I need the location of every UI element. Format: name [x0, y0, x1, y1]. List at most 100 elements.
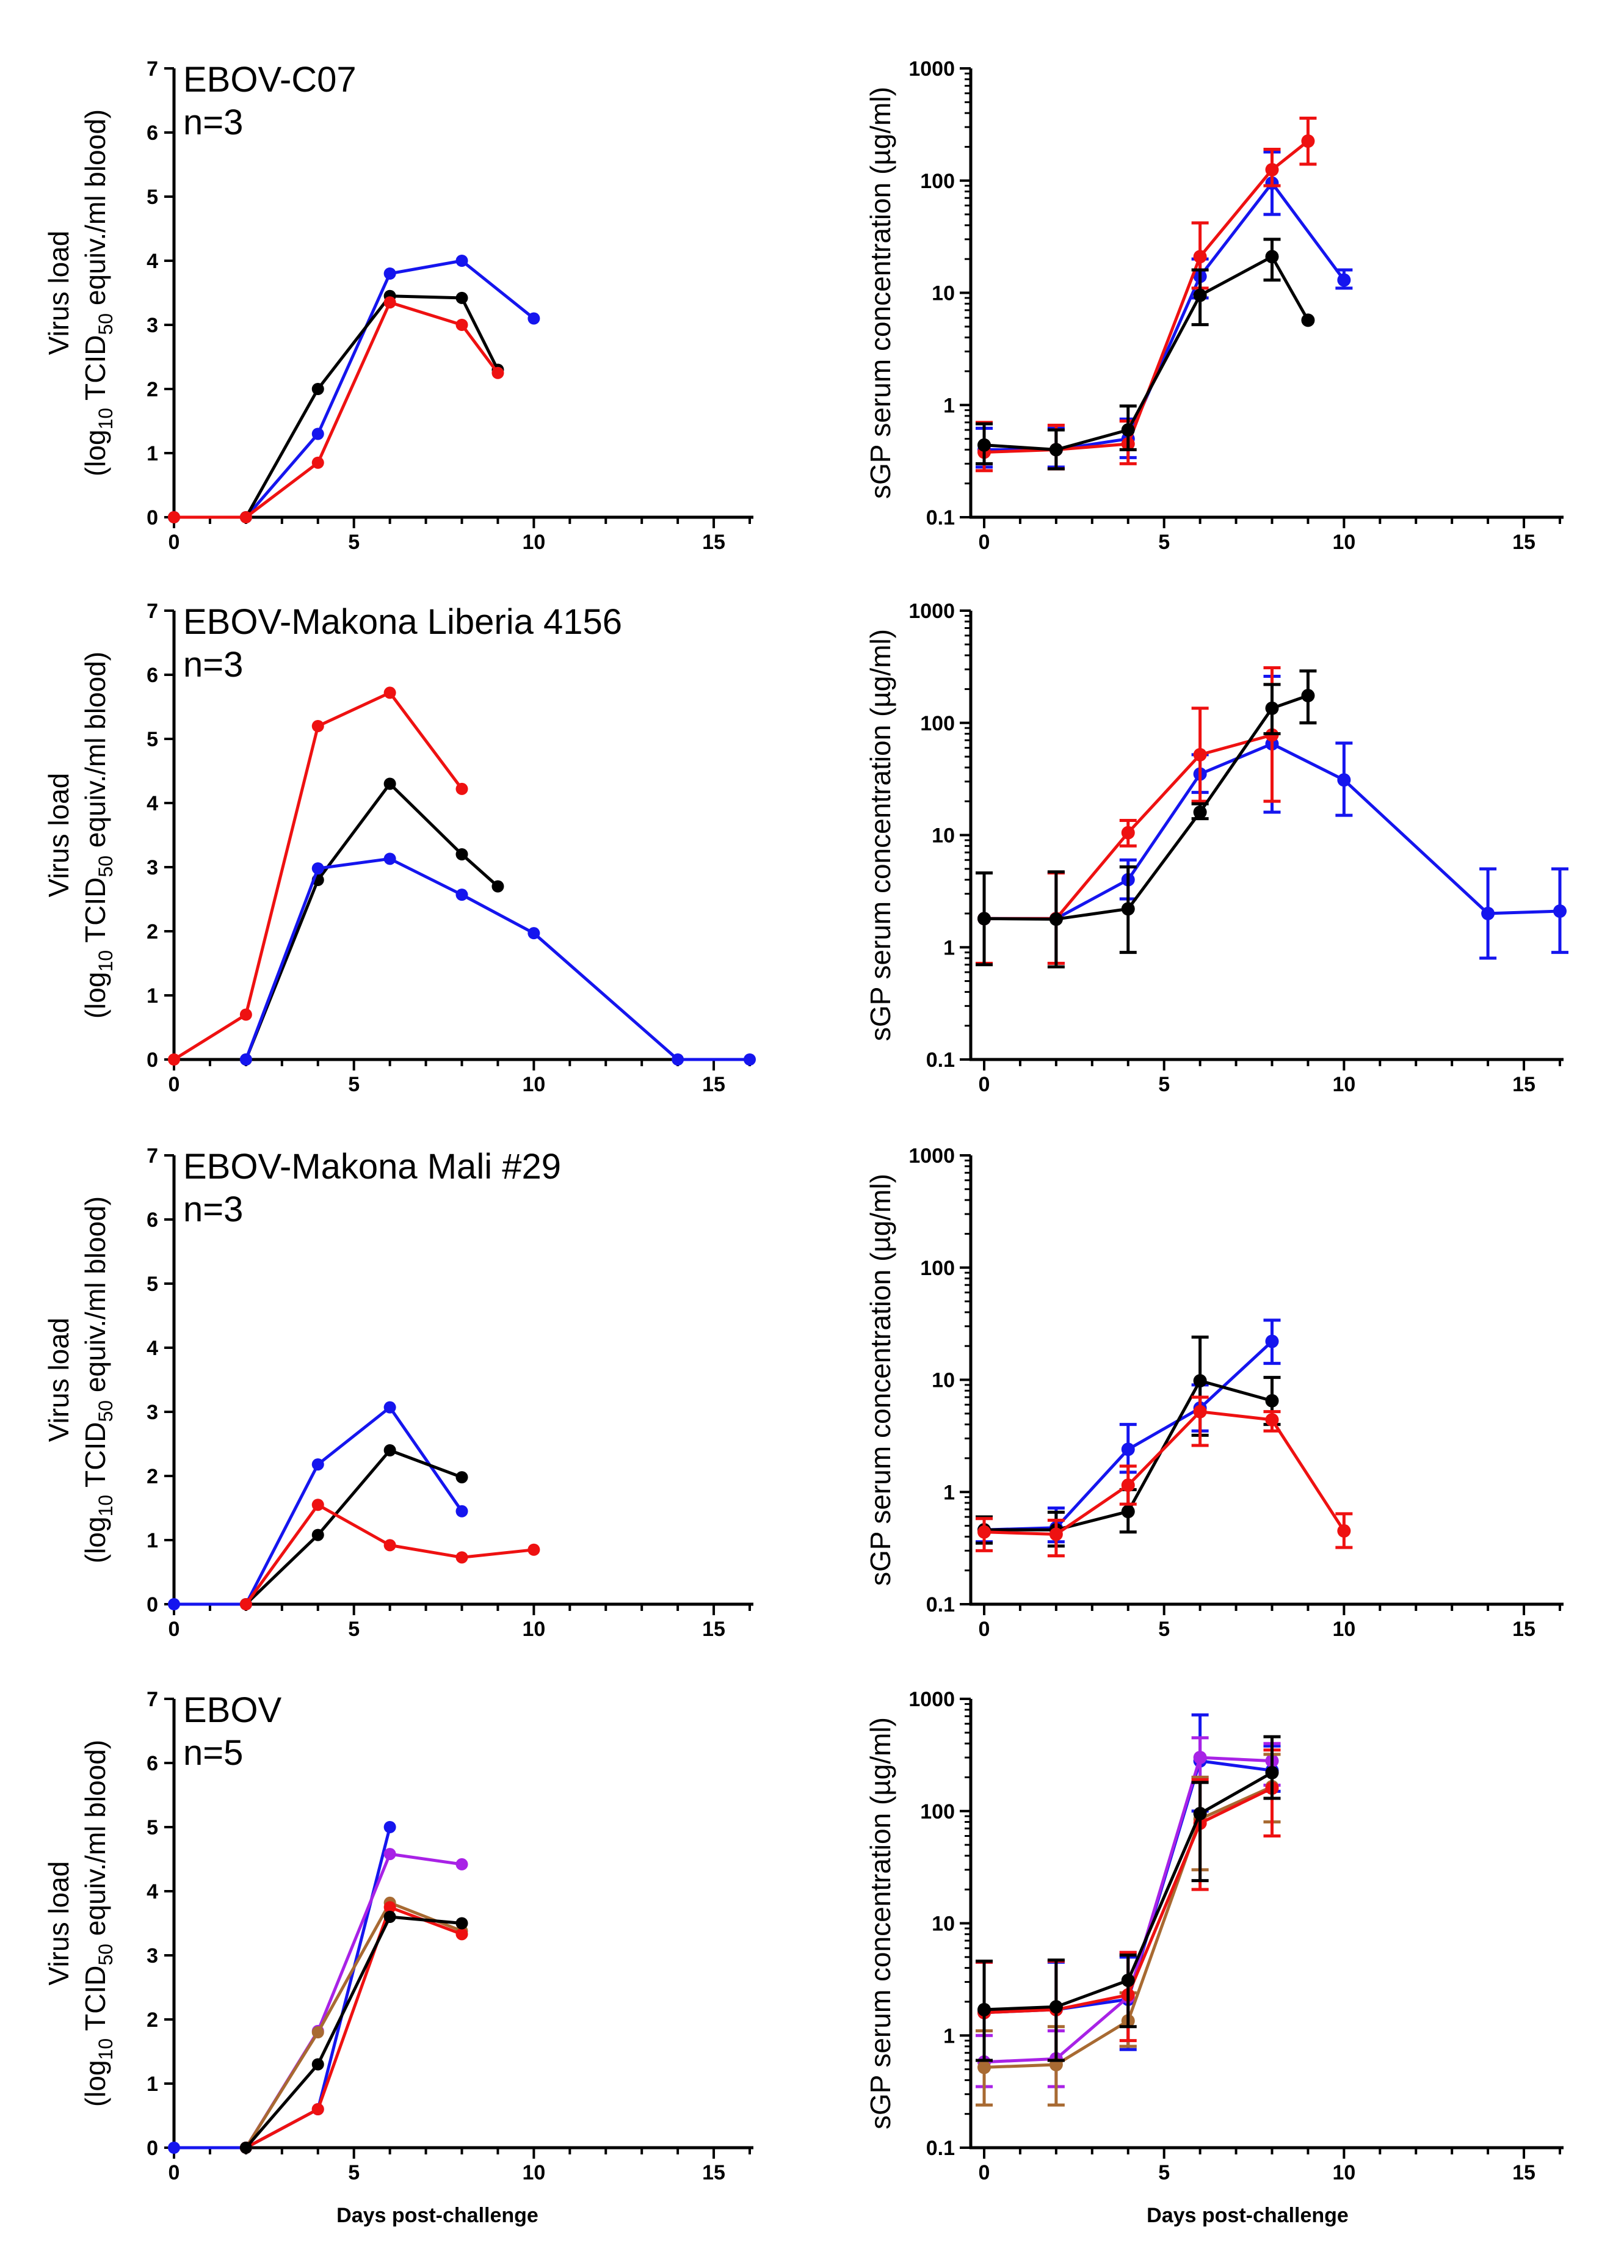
- data-point: [1301, 134, 1315, 148]
- y-tick-label: 6: [147, 1752, 158, 1775]
- ylabel-part: (log: [79, 1516, 111, 1563]
- data-point: [383, 1821, 396, 1833]
- y-axis-label-line1: Virus load: [43, 1318, 74, 1442]
- y-tick-label: 1000: [908, 1144, 955, 1168]
- x-tick-label: 15: [1512, 1618, 1535, 1641]
- x-tick-label: 5: [1158, 1073, 1170, 1096]
- data-point: [168, 511, 180, 523]
- y-tick-label: 0.1: [926, 1593, 955, 1616]
- y-tick-label: 7: [147, 1144, 158, 1168]
- data-point: [455, 319, 468, 331]
- panel-title: EBOV-Makona Mali #29: [183, 1147, 561, 1187]
- data-point: [527, 927, 540, 940]
- data-point: [977, 438, 991, 452]
- data-point: [311, 383, 324, 395]
- series-red: [976, 117, 1317, 473]
- y-axis-label: sGP serum concentration (µg/ml): [865, 629, 896, 1041]
- data-point: [1121, 1973, 1135, 1987]
- data-point: [311, 1499, 324, 1511]
- data-point: [1121, 423, 1135, 437]
- ylabel-part: equiv./ml blood): [79, 1196, 111, 1400]
- y-axis-label-line2: (log10 TCID50 equiv./ml blood): [79, 1740, 117, 2107]
- ylabel-subscript: 50: [95, 856, 117, 878]
- ylabel-part: (log: [79, 429, 111, 476]
- y-axis-label-line1: Virus load: [43, 773, 74, 898]
- y-tick-label: 10: [932, 1369, 955, 1392]
- x-tick-label: 5: [1158, 1618, 1170, 1641]
- ylabel-part: equiv./ml blood): [79, 1740, 111, 1944]
- series-red: [239, 1499, 540, 1610]
- series-purple: [239, 1848, 468, 2154]
- y-tick-label: 1000: [908, 600, 955, 623]
- data-point: [239, 1008, 252, 1021]
- ylabel-part: TCID: [79, 878, 111, 950]
- data-point: [311, 456, 324, 469]
- x-tick-label: 15: [1512, 2161, 1535, 2184]
- y-tick-label: 7: [147, 57, 158, 81]
- y-tick-label: 6: [147, 122, 158, 145]
- data-point: [311, 1528, 324, 1541]
- y-tick-label: 10: [932, 1913, 955, 1936]
- data-point: [1481, 906, 1495, 920]
- data-point: [1301, 689, 1315, 703]
- data-point: [1193, 1405, 1207, 1419]
- ylabel-part: TCID: [79, 1422, 111, 1495]
- data-point: [1265, 250, 1279, 264]
- data-point: [311, 2058, 324, 2071]
- data-point: [1553, 904, 1567, 918]
- data-point: [168, 2142, 180, 2154]
- data-point: [1265, 701, 1279, 715]
- y-tick-label: 3: [147, 1944, 158, 1968]
- y-tick-label: 1: [943, 1481, 955, 1504]
- x-tick-label: 10: [1332, 1073, 1355, 1096]
- y-tick-label: 7: [147, 1688, 158, 1711]
- ylabel-part: (log: [79, 2060, 111, 2107]
- series-line-blue: [174, 259, 535, 519]
- series-line-blue: [174, 1826, 392, 2150]
- x-tick-label: 15: [1512, 531, 1535, 554]
- y-tick-label: 0: [147, 1049, 158, 1072]
- data-point: [455, 291, 468, 304]
- x-tick-label: 10: [522, 2161, 545, 2184]
- data-point: [383, 777, 396, 790]
- data-point: [1049, 912, 1063, 926]
- ylabel-subscript: 10: [95, 408, 117, 430]
- y-tick-label: 10: [932, 282, 955, 305]
- data-point: [977, 2002, 991, 2016]
- data-point: [1121, 902, 1135, 916]
- data-point: [168, 1598, 180, 1610]
- data-point: [383, 1901, 396, 1914]
- y-axis-label: sGP serum concentration (µg/ml): [865, 87, 896, 499]
- series-blue: [168, 1401, 468, 1610]
- x-tick-label: 5: [348, 531, 360, 554]
- data-point: [1337, 1524, 1351, 1538]
- y-tick-label: 6: [147, 1209, 158, 1232]
- y-tick-label: 5: [147, 1273, 158, 1296]
- y-tick-label: 1: [943, 2024, 955, 2048]
- y-tick-label: 6: [147, 664, 158, 687]
- panel-subtitle: n=3: [183, 1190, 243, 1229]
- data-point: [1193, 1374, 1207, 1388]
- x-tick-label: 5: [348, 2161, 360, 2184]
- data-point: [1337, 773, 1351, 787]
- series-line-black: [984, 694, 1309, 921]
- panel-title: EBOV-C07: [183, 60, 357, 100]
- data-point: [383, 686, 396, 699]
- x-tick-label: 0: [169, 2161, 180, 2184]
- data-point: [1193, 805, 1207, 819]
- x-tick-label: 5: [1158, 531, 1170, 554]
- series-black: [976, 238, 1315, 471]
- x-tick-label: 0: [979, 1073, 990, 1096]
- data-point: [168, 1053, 180, 1066]
- series-black: [976, 669, 1317, 969]
- panel-subtitle: n=5: [183, 1733, 243, 1773]
- data-point: [1049, 1527, 1063, 1541]
- series-black: [976, 1735, 1281, 2062]
- x-tick-label: 15: [702, 1073, 725, 1096]
- y-axis-label: sGP serum concentration (µg/ml): [865, 1174, 896, 1586]
- data-point: [1193, 1751, 1207, 1765]
- data-point: [239, 2142, 252, 2154]
- data-point: [455, 782, 468, 795]
- data-point: [455, 1858, 468, 1870]
- y-tick-label: 0.1: [926, 2137, 955, 2160]
